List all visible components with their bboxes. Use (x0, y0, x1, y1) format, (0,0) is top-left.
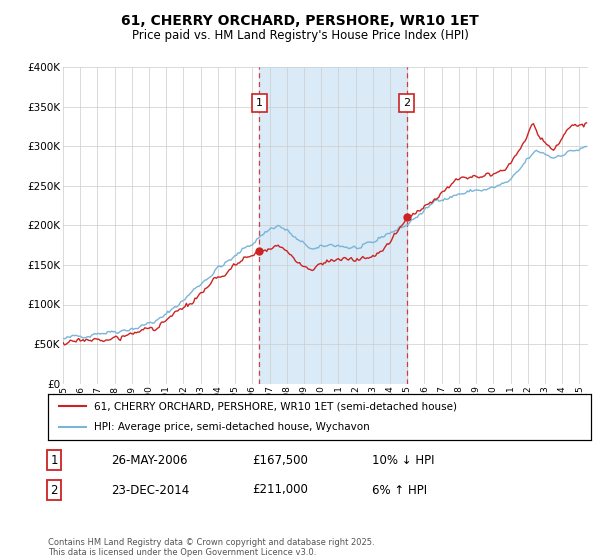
Text: 10% ↓ HPI: 10% ↓ HPI (372, 454, 434, 467)
Text: 1: 1 (256, 98, 263, 108)
Text: 23-DEC-2014: 23-DEC-2014 (111, 483, 189, 497)
Text: 61, CHERRY ORCHARD, PERSHORE, WR10 1ET (semi-detached house): 61, CHERRY ORCHARD, PERSHORE, WR10 1ET (… (94, 401, 457, 411)
Text: 61, CHERRY ORCHARD, PERSHORE, WR10 1ET: 61, CHERRY ORCHARD, PERSHORE, WR10 1ET (121, 14, 479, 28)
Text: Contains HM Land Registry data © Crown copyright and database right 2025.
This d: Contains HM Land Registry data © Crown c… (48, 538, 374, 557)
Text: £167,500: £167,500 (252, 454, 308, 467)
Text: 2: 2 (50, 483, 58, 497)
Text: 26-MAY-2006: 26-MAY-2006 (111, 454, 187, 467)
Text: £211,000: £211,000 (252, 483, 308, 497)
Text: 1: 1 (50, 454, 58, 467)
Text: 2: 2 (403, 98, 410, 108)
Text: Price paid vs. HM Land Registry's House Price Index (HPI): Price paid vs. HM Land Registry's House … (131, 29, 469, 42)
Text: 6% ↑ HPI: 6% ↑ HPI (372, 483, 427, 497)
Text: HPI: Average price, semi-detached house, Wychavon: HPI: Average price, semi-detached house,… (94, 422, 370, 432)
Bar (259, 67, 407, 384)
